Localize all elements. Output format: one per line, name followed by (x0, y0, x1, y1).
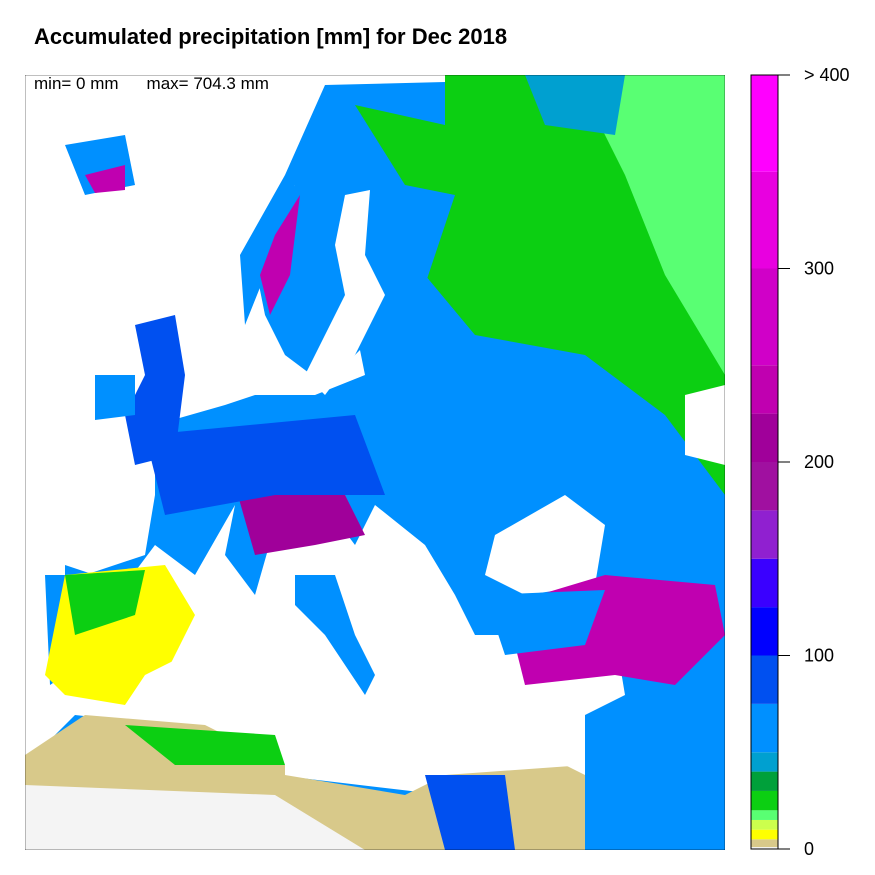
colorbar-tick-label: 300 (804, 259, 834, 279)
colorbar-swatch (751, 790, 778, 811)
max-label: max= 704.3 mm (146, 74, 269, 93)
min-label: min= 0 mm (34, 74, 119, 93)
precipitation-map (25, 75, 725, 850)
colorbar-swatch (751, 819, 778, 830)
region-green-maghreb (125, 725, 285, 765)
colorbar-swatch (751, 558, 778, 608)
colorbar: 0 100 200 300 > 400 (750, 65, 850, 859)
region-magenta-iceland (85, 165, 125, 193)
colorbar-tick-label: > 400 (804, 65, 850, 85)
colorbar-swatch (751, 171, 778, 269)
colorbar-swatch (751, 847, 778, 849)
region-blue-libya (425, 775, 515, 850)
colorbar-swatch (751, 268, 778, 366)
colorbar-swatch (751, 829, 778, 840)
region-magenta-alps (235, 485, 365, 555)
colorbar-swatch (751, 75, 778, 172)
land-ireland (95, 375, 135, 420)
land-britain (125, 315, 185, 465)
region-desert (25, 785, 365, 850)
colorbar-swatch (751, 655, 778, 704)
colorbar-swatch (751, 810, 778, 820)
region-teal-n (525, 75, 625, 135)
colorbar-swatch (751, 510, 778, 559)
colorbar-tick-label: 100 (804, 646, 834, 666)
colorbar-swatch (751, 413, 778, 462)
colorbar-tick-label: 0 (804, 839, 814, 859)
region-blue-turkey (485, 590, 605, 655)
colorbar-tick-label: 200 (804, 452, 834, 472)
region-lightgreen-ne (575, 75, 725, 375)
colorbar-swatch (751, 703, 778, 753)
colorbar-swatch (751, 365, 778, 414)
map-title: Accumulated precipitation [mm] for Dec 2… (34, 24, 508, 49)
stats-line: min= 0 mm max= 704.3 mm (34, 74, 297, 94)
colorbar-swatch (751, 607, 778, 656)
region-magenta-norway (260, 195, 300, 315)
colorbar-swatch (751, 839, 778, 848)
sea-caspian (685, 385, 725, 465)
colorbar-swatch (751, 462, 778, 511)
region-blue-central (145, 415, 385, 515)
region-green-iberia (65, 570, 145, 635)
region-green-scandinavia (355, 105, 455, 195)
colorbar-swatch (751, 771, 778, 791)
sea-baltic (305, 190, 385, 395)
sea-black (485, 495, 605, 595)
sea-mediterranean (125, 605, 585, 775)
land-italy (295, 575, 375, 695)
colorbar-swatch (751, 752, 778, 772)
